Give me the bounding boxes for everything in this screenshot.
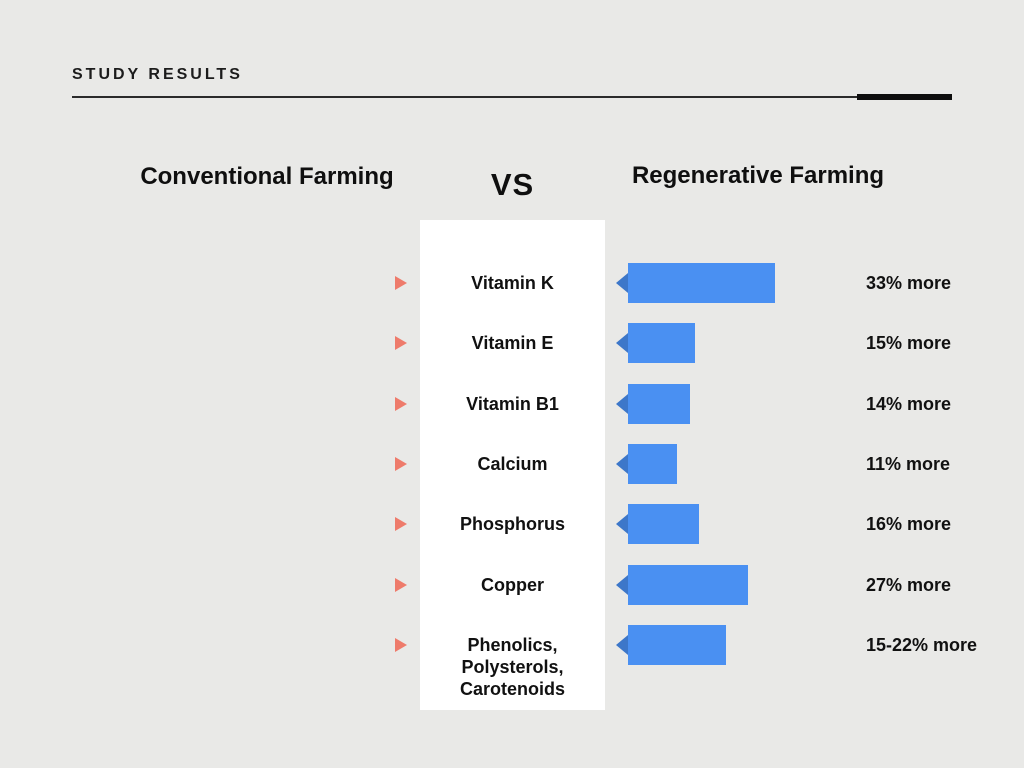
column-header-conventional: Conventional Farming xyxy=(140,163,394,190)
nutrient-label: Vitamin B1 xyxy=(466,394,559,414)
bar-arrow-icon xyxy=(616,333,628,353)
vs-label: VS xyxy=(490,167,535,202)
page-title: STUDY RESULTS xyxy=(72,66,243,83)
value-bar xyxy=(628,444,677,484)
conventional-arrow-icon xyxy=(395,638,407,652)
bar-arrow-icon xyxy=(616,514,628,534)
percent-more-label: 15% more xyxy=(866,333,952,353)
nutrient-label: Phosphorus xyxy=(459,514,565,534)
bar-arrow-icon xyxy=(616,454,628,474)
nutrient-label: Calcium xyxy=(477,454,548,474)
value-bar xyxy=(628,625,726,665)
value-bar xyxy=(628,504,699,544)
percent-more-label: 27% more xyxy=(866,575,952,595)
value-bar xyxy=(628,323,695,363)
conventional-arrow-icon xyxy=(395,457,407,471)
conventional-arrow-icon xyxy=(395,336,407,350)
bar-arrow-icon xyxy=(616,394,628,414)
nutrient-label: Copper xyxy=(481,575,544,595)
bar-arrow-icon xyxy=(616,635,628,655)
percent-more-label: 33% more xyxy=(866,273,952,293)
value-bar xyxy=(628,565,748,605)
bar-arrow-icon xyxy=(616,575,628,595)
conventional-arrow-icon xyxy=(395,517,407,531)
header-divider-line xyxy=(72,96,952,98)
percent-more-label: 15-22% more xyxy=(866,635,978,655)
value-bar xyxy=(628,263,775,303)
nutrient-label: Phenolics, Polysterols, Carotenoids xyxy=(459,635,565,699)
nutrient-label-panel xyxy=(420,220,605,710)
conventional-arrow-icon xyxy=(395,276,407,290)
value-bar xyxy=(628,384,690,424)
conventional-arrow-icon xyxy=(395,397,407,411)
bar-arrow-icon xyxy=(616,273,628,293)
header-divider-accent xyxy=(857,94,952,100)
column-header-regenerative: Regenerative Farming xyxy=(631,162,885,189)
nutrient-label: Vitamin K xyxy=(471,273,554,293)
conventional-arrow-icon xyxy=(395,578,407,592)
percent-more-label: 14% more xyxy=(866,394,952,414)
percent-more-label: 16% more xyxy=(866,514,952,534)
percent-more-label: 11% more xyxy=(866,454,951,474)
nutrient-label: Vitamin E xyxy=(471,333,554,353)
